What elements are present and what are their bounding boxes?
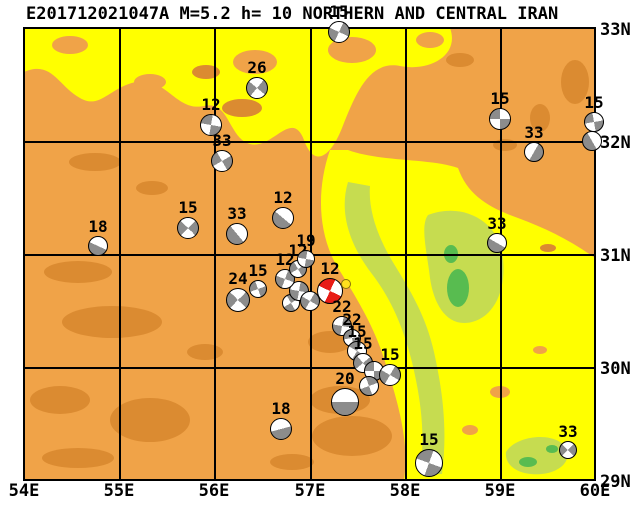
figure-title: E201712021047A M=5.2 h= 10 NORTHERN AND … [26, 4, 559, 24]
terrain-orange-patch [533, 346, 547, 354]
beachball-depth-label: 19 [296, 231, 316, 250]
focal-mechanism-beachball [582, 131, 602, 151]
y-axis-tick-label: 31N [600, 246, 631, 266]
terrain-highland-patch [187, 344, 223, 360]
terrain-orange-patch [52, 36, 88, 54]
focal-mechanism-beachball [487, 233, 507, 253]
beachball-depth-label: 22 [332, 297, 352, 316]
terrain-highland-patch [136, 181, 168, 195]
terrain-highland-patch [30, 386, 90, 414]
beachball-depth-label: 15 [248, 261, 268, 280]
terrain-green-basin [424, 210, 504, 323]
grid-line-horizontal [24, 141, 595, 143]
focal-mechanism-beachball [211, 150, 233, 172]
beachball-depth-label: 12 [320, 259, 340, 278]
terrain-highland-patch [192, 65, 220, 79]
focal-mechanism-beachball [272, 207, 294, 229]
terrain-highland-patch [69, 153, 121, 171]
beachball-depth-label: 20 [335, 369, 355, 388]
x-axis-tick-label: 57E [294, 481, 326, 501]
x-axis-tick-label: 58E [389, 481, 421, 501]
terrain-orange-patch [328, 37, 376, 63]
terrain-highland-patch [270, 454, 314, 470]
focal-mechanism-beachball [559, 441, 577, 459]
focal-mechanism-beachball [331, 388, 359, 416]
main-event-beachball [317, 278, 343, 304]
focal-mechanism-beachball [177, 217, 199, 239]
beachball-depth-label: 15 [584, 93, 604, 112]
beachball-depth-label: 12 [201, 95, 221, 114]
beachball-depth-label: 33 [524, 123, 544, 142]
focal-mechanism-beachball [524, 142, 544, 162]
y-axis-tick-label: 33N [600, 20, 631, 40]
terrain-highland-patch [110, 398, 190, 442]
focal-mechanism-beachball [226, 288, 250, 312]
focal-mechanism-beachball [489, 108, 511, 130]
beachball-depth-label: 15 [490, 89, 510, 108]
terrain-highland-patch [530, 104, 550, 132]
focal-mechanism-beachball [297, 250, 315, 268]
grid-line-horizontal [24, 367, 595, 369]
terrain-orange-patch [462, 425, 478, 435]
y-axis-tick-label: 32N [600, 133, 631, 153]
terrain-orange-patch [416, 32, 444, 48]
focal-mechanism-beachball [226, 223, 248, 245]
x-axis-tick-label: 55E [103, 481, 135, 501]
focal-mechanism-beachball [200, 114, 222, 136]
terrain-highland-patch [308, 331, 352, 353]
focal-mechanism-beachball [328, 21, 350, 43]
beachball-depth-label: 33 [487, 214, 507, 233]
event-marker-dot [341, 279, 351, 289]
terrain-dark-green-patch [447, 269, 469, 307]
beachball-depth-label: 15 [380, 345, 400, 364]
x-axis-tick-label: 60E [579, 481, 611, 501]
focal-mechanism-beachball [584, 112, 604, 132]
focal-mechanism-beachball [249, 280, 267, 298]
beachball-depth-label: 15 [419, 430, 439, 449]
beachball-depth-label: 18 [88, 217, 108, 236]
terrain-highland-patch [312, 416, 392, 456]
terrain-orange-patch [233, 50, 277, 74]
beachball-depth-label: 18 [271, 399, 291, 418]
focal-mechanism-beachball [379, 364, 401, 386]
y-axis-tick-label: 29N [600, 472, 631, 492]
beachball-depth-label: 33 [212, 131, 232, 150]
beachball-depth-label: 24 [228, 269, 248, 288]
beachball-depth-label: 15 [329, 2, 349, 21]
beachball-depth-label: 12 [273, 188, 293, 207]
beachball-depth-label: 33 [558, 422, 578, 441]
terrain-orange-patch [134, 74, 166, 90]
terrain-highland-patch [42, 448, 114, 468]
terrain-dark-green-patch [546, 445, 558, 453]
terrain-highland-patch [561, 60, 589, 104]
focal-mechanism-beachball [246, 77, 268, 99]
x-axis-tick-label: 59E [484, 481, 516, 501]
x-axis-tick-label: 54E [8, 481, 40, 501]
focal-mechanism-beachball [415, 449, 443, 477]
focal-mechanism-beachball [88, 236, 108, 256]
x-axis-tick-label: 56E [198, 481, 230, 501]
terrain-highland-patch [44, 261, 112, 283]
focal-mechanism-beachball [359, 376, 379, 396]
y-axis-tick-label: 30N [600, 359, 631, 379]
beachball-depth-label: 26 [247, 58, 267, 77]
beachball-depth-label: 15 [353, 334, 373, 353]
beachball-depth-label: 33 [227, 204, 247, 223]
beachball-depth-label: 15 [347, 322, 367, 341]
terrain-highland-patch [540, 244, 556, 252]
terrain-highland-patch [446, 53, 474, 67]
focal-mechanism-beachball [270, 418, 292, 440]
terrain-highland-patch [62, 306, 162, 338]
terrain-highland-patch [222, 99, 262, 117]
beachball-depth-label: 15 [178, 198, 198, 217]
beachball-depth-label: 22 [342, 310, 362, 329]
terrain-dark-green-patch [519, 457, 537, 467]
focal-mechanism-beachball [300, 291, 320, 311]
